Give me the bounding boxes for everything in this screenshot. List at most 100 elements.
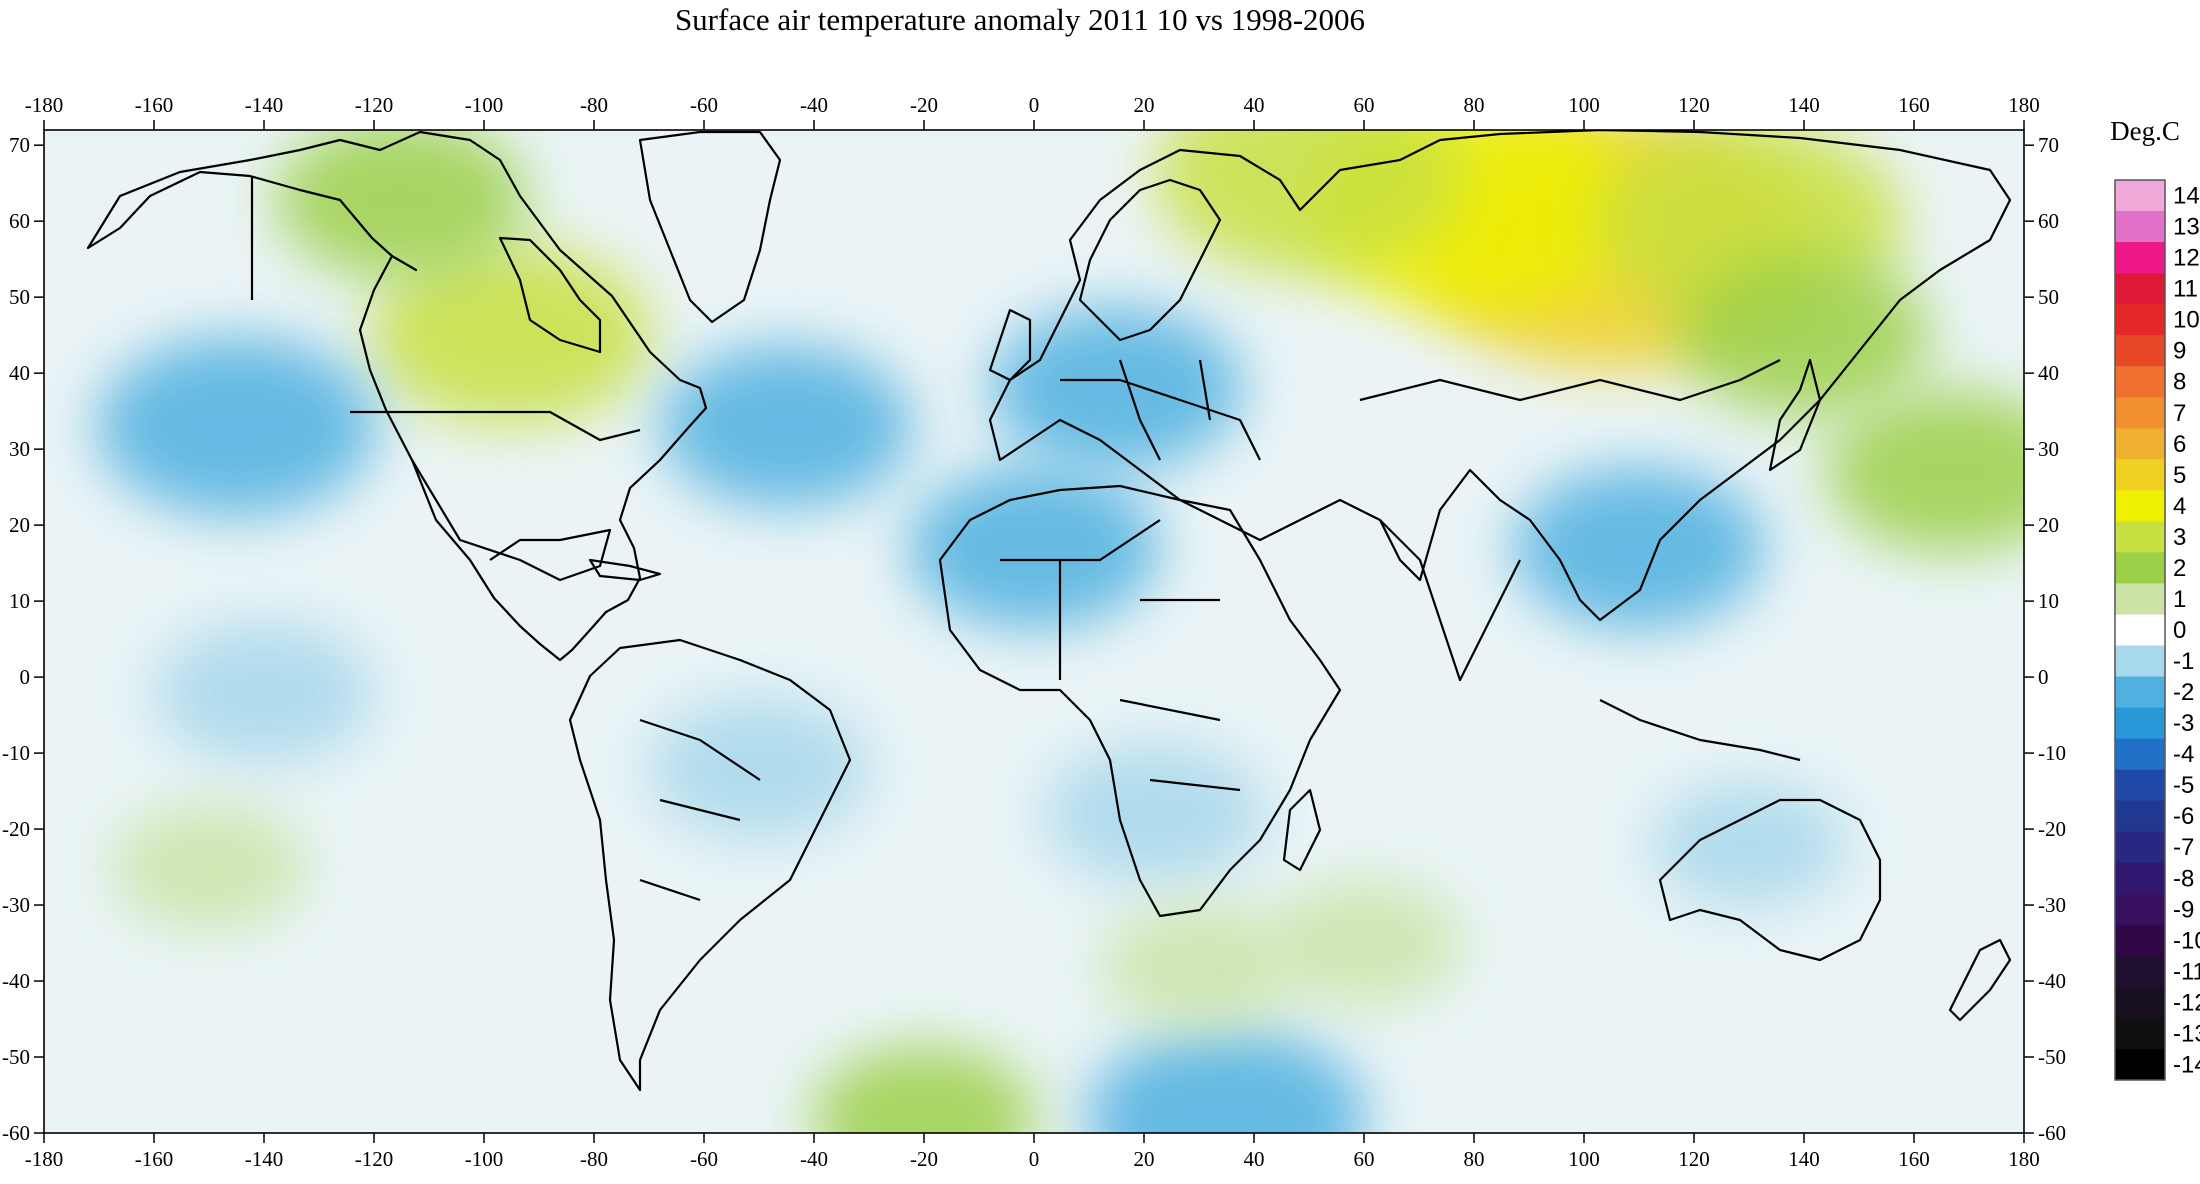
- lon-tick-label-top: 160: [1898, 93, 1930, 117]
- colorbar-frame: [2114, 179, 2166, 1081]
- lon-tick-label-top: 100: [1568, 93, 1600, 117]
- colorbar-label: -7: [2173, 834, 2194, 861]
- india-coast: [1379, 519, 1521, 682]
- lon-tick-label-bottom: 100: [1568, 1147, 1600, 1171]
- colorbar-label: 0: [2173, 617, 2186, 644]
- lon-tick-label-top: 80: [1464, 93, 1485, 117]
- anomaly-region: [990, 307, 1243, 470]
- lat-tick-label-right: 20: [2038, 513, 2059, 537]
- lon-tick-label-top: 180: [2008, 93, 2040, 117]
- colorbar-label: -2: [2173, 679, 2194, 706]
- colorbar-swatch: [2115, 893, 2165, 926]
- lat-tick-label-right: -50: [2038, 1045, 2066, 1069]
- greenland: [638, 130, 782, 324]
- lat-tick-label-left: -30: [2, 893, 30, 917]
- anomaly-region: [111, 804, 307, 931]
- colorbar-swatch: [2115, 800, 2165, 833]
- anomaly-region: [371, 245, 652, 426]
- colorbar-swatch: [2115, 366, 2165, 398]
- anomaly-region: [1266, 880, 1462, 1007]
- colorbar-label: -5: [2173, 772, 2194, 799]
- north-america-coast: [86, 130, 708, 662]
- colorbar-swatch: [2115, 180, 2165, 212]
- lon-tick-label-bottom: -120: [355, 1147, 394, 1171]
- colorbar-swatch: [2115, 552, 2165, 584]
- lon-tick-label-bottom: -20: [910, 1147, 938, 1171]
- eurasia-coast: [988, 130, 2012, 622]
- lon-tick-label-bottom: 180: [2008, 1147, 2040, 1171]
- lon-tick-label-bottom: 140: [1788, 1147, 1820, 1171]
- lon-tick-label-bottom: -180: [25, 1147, 64, 1171]
- colorbar-label: -11: [2173, 958, 2200, 985]
- lat-tick-label-right: -40: [2038, 969, 2066, 993]
- lon-tick-label-bottom: -60: [690, 1147, 718, 1171]
- lat-tick-label-left: 50: [9, 285, 30, 309]
- colorbar-swatch: [2115, 304, 2165, 336]
- colorbar-label: 5: [2173, 462, 2186, 489]
- colorbar-swatch: [2115, 707, 2165, 740]
- colorbar-label: 4: [2173, 493, 2186, 520]
- colorbar-label: -10: [2173, 927, 2200, 954]
- lon-tick-label-top: -120: [355, 93, 394, 117]
- anomaly-region: [1101, 902, 1297, 1029]
- colorbar-swatch: [2115, 769, 2165, 802]
- map-axes: -180-180-160-160-140-140-120-120-100-100…: [2, 93, 2066, 1171]
- colorbar-label: -1: [2173, 648, 2194, 675]
- colorbar-label: -3: [2173, 710, 2194, 737]
- colorbar-swatch: [2115, 614, 2165, 647]
- scandinavia: [1078, 178, 1222, 342]
- anomaly-region: [812, 1045, 1036, 1133]
- colorbar-label: -6: [2173, 803, 2194, 830]
- lon-tick-label-bottom: -140: [245, 1147, 284, 1171]
- hudson-bay: [498, 236, 602, 354]
- lat-tick-label-left: 40: [9, 361, 30, 385]
- colorbar-swatch: [2115, 242, 2165, 274]
- lat-tick-label-left: 10: [9, 589, 30, 613]
- lat-tick-label-right: -20: [2038, 817, 2066, 841]
- indonesia: [1599, 699, 1801, 762]
- anomaly-region: [908, 466, 1160, 629]
- coastlines: [86, 130, 2012, 1092]
- lat-tick-label-left: -50: [2, 1045, 30, 1069]
- lat-tick-label-left: 0: [20, 665, 31, 689]
- lon-tick-label-bottom: -160: [135, 1147, 174, 1171]
- anomaly-region: [1678, 254, 1930, 417]
- anomaly-region: [1043, 741, 1267, 886]
- colorbar: 14131211109876543210-1-2-3-4-5-6-7-8-9-1…: [2114, 179, 2200, 1081]
- colorbar-label: 8: [2173, 369, 2186, 396]
- colorbar-swatch: [2115, 459, 2165, 491]
- anomaly-region: [1826, 390, 2024, 553]
- colorbar-swatch: [2115, 521, 2165, 553]
- map-title: Surface air temperature anomaly 2011 10 …: [674, 2, 1366, 37]
- colorbar-label: 3: [2173, 524, 2186, 551]
- new-zealand: [1948, 938, 2012, 1022]
- anomaly-region: [1155, 130, 1463, 275]
- lon-tick-label-top: -160: [135, 93, 174, 117]
- colorbar-label: -13: [2173, 1020, 2200, 1047]
- colorbar-label: -12: [2173, 989, 2200, 1016]
- colorbar-swatch: [2115, 490, 2165, 522]
- australia-coast: [1658, 798, 1882, 962]
- madagascar: [1282, 788, 1322, 872]
- colorbar-label: 7: [2173, 400, 2186, 427]
- anomaly-region: [1086, 1027, 1367, 1133]
- colorbar-swatch: [2115, 831, 2165, 864]
- lon-tick-label-top: 40: [1244, 93, 1265, 117]
- south-america-borders: [639, 718, 761, 902]
- lon-tick-label-top: -40: [800, 93, 828, 117]
- colorbar-label: 13: [2173, 214, 2200, 241]
- colorbar-label: -4: [2173, 741, 2194, 768]
- africa-borders: [1000, 519, 1241, 792]
- lat-tick-label-left: 60: [9, 209, 30, 233]
- lat-tick-label-right: 40: [2038, 361, 2059, 385]
- lat-tick-label-left: -20: [2, 817, 30, 841]
- anomaly-region: [275, 130, 528, 280]
- anomaly-field: [96, 130, 2024, 1133]
- gulf-of-mexico: [411, 459, 612, 582]
- lon-tick-label-top: -80: [580, 93, 608, 117]
- anomaly-region: [96, 336, 377, 517]
- colorbar-label: 14: [2173, 183, 2200, 210]
- lat-tick-label-left: -10: [2, 741, 30, 765]
- lon-tick-label-top: -180: [25, 93, 64, 117]
